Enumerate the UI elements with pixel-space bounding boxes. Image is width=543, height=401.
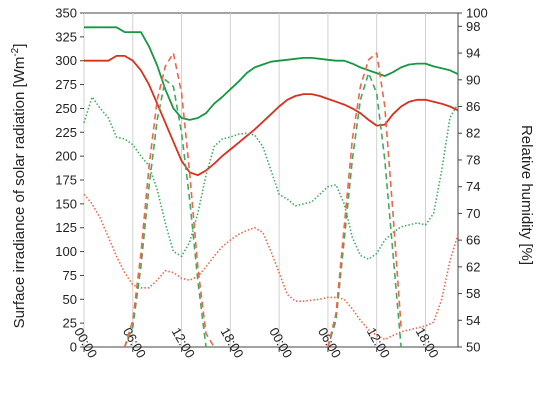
right-tick-label-3: 62 <box>466 259 480 274</box>
right-tick-label-13: 100 <box>466 6 488 21</box>
left-tick-label-3: 75 <box>63 268 77 283</box>
right-tick-label-1: 54 <box>466 313 480 328</box>
left-tick-label-5: 125 <box>55 220 77 235</box>
left-tick-label-11: 275 <box>55 77 77 92</box>
series-line-5-0 <box>123 52 215 348</box>
right-tick-label-6: 74 <box>466 179 480 194</box>
left-tick-label-10: 250 <box>55 101 77 116</box>
left-tick-label-12: 300 <box>55 53 77 68</box>
right-tick-label-2: 58 <box>466 286 480 301</box>
left-tick-label-7: 175 <box>55 173 77 188</box>
left-tick-label-6: 150 <box>55 196 77 211</box>
series-line-1-0 <box>84 55 459 177</box>
right-tick-label-8: 82 <box>466 126 480 141</box>
series-line-4-0 <box>123 79 215 348</box>
left-tick-label-9: 225 <box>55 125 77 140</box>
series-line-5-1 <box>327 52 402 348</box>
left-tick-label-1: 25 <box>63 316 77 331</box>
x-tick-label-4: 00:00 <box>266 325 295 361</box>
x-tick-label-1: 06:00 <box>120 325 149 361</box>
left-tick-label-0: 0 <box>70 340 77 355</box>
series-line-2-0 <box>83 96 459 261</box>
series-lines <box>83 26 459 348</box>
right-tick-label-0: 50 <box>466 340 480 355</box>
left-tick-label-8: 200 <box>55 149 77 164</box>
right-tick-label-12: 98 <box>466 19 480 34</box>
x-tick-label-7: 18:00 <box>413 325 442 361</box>
right-tick-label-5: 70 <box>466 206 480 221</box>
right-tick-label-11: 94 <box>466 46 480 61</box>
right-axis-title: Relative humidity [%] <box>518 125 535 265</box>
right-tick-label-4: 66 <box>466 233 480 248</box>
left-axis-title: Surface irradiance of solar radiation [W… <box>10 44 28 329</box>
x-tick-label-2: 12:00 <box>169 325 198 361</box>
left-tick-label-2: 50 <box>63 292 77 307</box>
x-tick-label-3: 18:00 <box>217 325 246 361</box>
right-tick-label-10: 90 <box>466 72 480 87</box>
left-tick-label-4: 100 <box>55 244 77 259</box>
right-tick-label-9: 86 <box>466 99 480 114</box>
left-tick-label-13: 325 <box>55 29 77 44</box>
left-tick-label-14: 350 <box>55 6 77 21</box>
vertical-gridlines <box>83 13 426 347</box>
plot-frame <box>83 12 459 348</box>
left-axis: 0 25 50 75 100 125 150 175 200 225 250 275 300 325 350 <box>55 6 84 355</box>
series-line-4-1 <box>327 72 402 348</box>
right-tick-label-7: 78 <box>466 152 480 167</box>
series-line-0-0 <box>84 26 459 121</box>
